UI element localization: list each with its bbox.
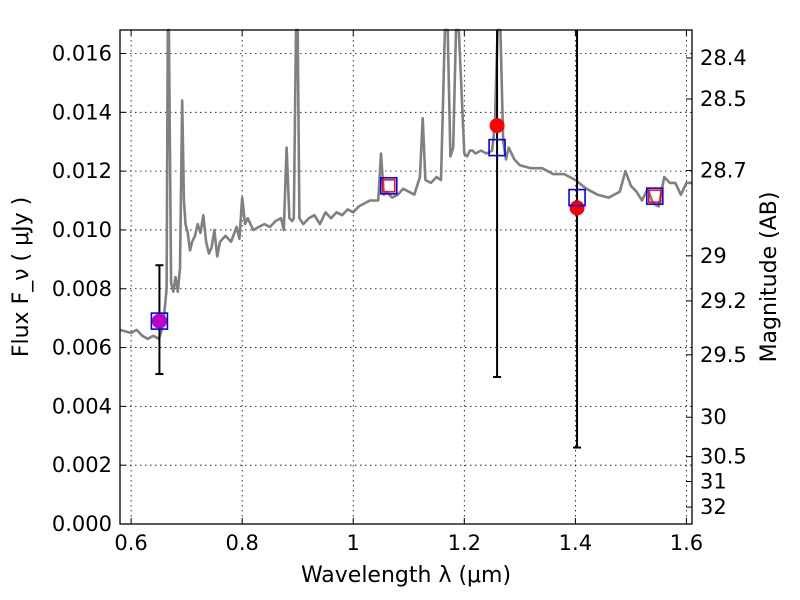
observed-point xyxy=(648,189,662,203)
y-tick-label: 0.004 xyxy=(52,394,112,418)
observed-point xyxy=(151,313,167,329)
observed-point xyxy=(569,200,585,216)
y-tick-label: 0.010 xyxy=(52,218,112,242)
observed-points xyxy=(151,118,662,329)
x-tick-label: 0.8 xyxy=(225,531,258,555)
y2-tick-label: 29.5 xyxy=(700,343,747,367)
y-tick-label: 0.002 xyxy=(52,453,112,477)
y-tick-label: 0.012 xyxy=(52,159,112,183)
y2-tick-label: 30.5 xyxy=(700,445,747,469)
y2-tick-label: 28.5 xyxy=(700,87,747,111)
model-spectrum-line xyxy=(119,28,692,341)
error-bars xyxy=(155,30,582,449)
y-tick-label: 0.000 xyxy=(52,512,112,536)
grid-lines xyxy=(120,30,692,525)
y2-tick-label: 32 xyxy=(700,495,727,519)
model-points xyxy=(150,138,664,330)
model-point xyxy=(488,138,506,157)
plot-frame xyxy=(119,29,693,525)
observed-point xyxy=(489,118,505,134)
y2-axis-title: Magnitude (AB) xyxy=(757,192,782,363)
model-point xyxy=(150,312,169,330)
model-spectrum xyxy=(119,28,692,341)
x-tick-label: 1.6 xyxy=(670,531,703,555)
x-tick-label: 0.6 xyxy=(114,531,147,555)
y2-tick-label: 29.2 xyxy=(700,289,747,313)
model-point xyxy=(645,187,664,205)
y2-tick-label: 29 xyxy=(700,244,727,268)
x-tick-label: 1 xyxy=(347,531,360,555)
x-axis: 0.6 0.8 1 1.2 1.4 1.6 xyxy=(114,30,703,555)
y2-tick-label: 30 xyxy=(700,405,727,429)
model-point xyxy=(568,188,586,207)
y-axis-left: 0.000 0.002 0.004 0.006 0.008 0.010 0.012 0.014… xyxy=(52,42,126,536)
y2-tick-label: 28.4 xyxy=(700,46,747,70)
y-tick-label: 0.006 xyxy=(52,336,112,360)
model-point xyxy=(379,177,398,195)
y-tick-label: 0.008 xyxy=(52,277,112,301)
y2-tick-label: 31 xyxy=(700,469,727,493)
x-axis-title: Wavelength λ (μm) xyxy=(301,563,511,588)
observed-point xyxy=(382,179,396,193)
y-tick-label: 0.014 xyxy=(52,100,112,124)
x-tick-label: 1.4 xyxy=(559,531,592,555)
y-axis-title: Flux F_ν ( μJy ) xyxy=(9,197,34,357)
y-tick-label: 0.016 xyxy=(52,42,112,66)
x-tick-label: 1.2 xyxy=(448,531,481,555)
y2-tick-label: 28.7 xyxy=(700,158,747,182)
